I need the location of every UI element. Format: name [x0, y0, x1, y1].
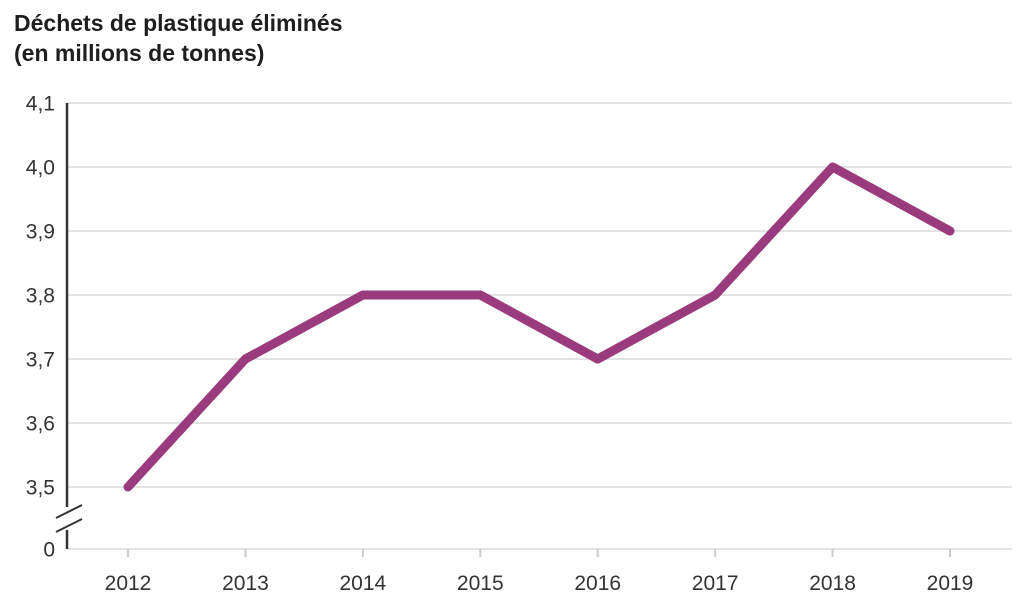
- x-tick-label: 2013: [222, 572, 269, 595]
- y-tick-label: 3,8: [26, 285, 55, 308]
- axis-break-slash: [55, 518, 83, 533]
- series-polyline: [123, 162, 955, 492]
- chart-subtitle: (en millions de tonnes): [14, 40, 265, 66]
- chart-title: Déchets de plastique éliminés: [14, 10, 343, 36]
- x-axis-ticks: [127, 549, 951, 557]
- y-axis-tick-labels: 4,1 4,0 3,9 3,8 3,7 3,6 3,5 0: [26, 93, 55, 562]
- x-tick-label: 2014: [339, 572, 386, 595]
- axis-break-slash: [55, 504, 83, 519]
- chart-title-block: Déchets de plastique éliminés (en millio…: [14, 8, 343, 68]
- y-tick-label: 0: [43, 539, 55, 562]
- y-tick-label: 3,5: [26, 477, 55, 500]
- x-tick-label: 2019: [927, 572, 974, 595]
- gridlines: [67, 102, 1012, 550]
- x-tick-label: 2015: [457, 572, 504, 595]
- y-tick-label: 3,7: [26, 349, 55, 372]
- y-tick-label: 4,0: [26, 157, 55, 180]
- y-tick-label: 3,6: [26, 413, 55, 436]
- data-series-line: [123, 162, 955, 492]
- x-tick-label: 2017: [692, 572, 739, 595]
- x-tick-label: 2016: [574, 572, 621, 595]
- x-axis-tick-labels: 2012 2013 2014 2015 2016 2017 2018 2019: [105, 572, 974, 595]
- y-axis: [55, 103, 83, 549]
- y-tick-label: 3,9: [26, 221, 55, 244]
- y-tick-label: 4,1: [26, 93, 55, 116]
- x-tick-label: 2018: [809, 572, 856, 595]
- x-tick-label: 2012: [105, 572, 152, 595]
